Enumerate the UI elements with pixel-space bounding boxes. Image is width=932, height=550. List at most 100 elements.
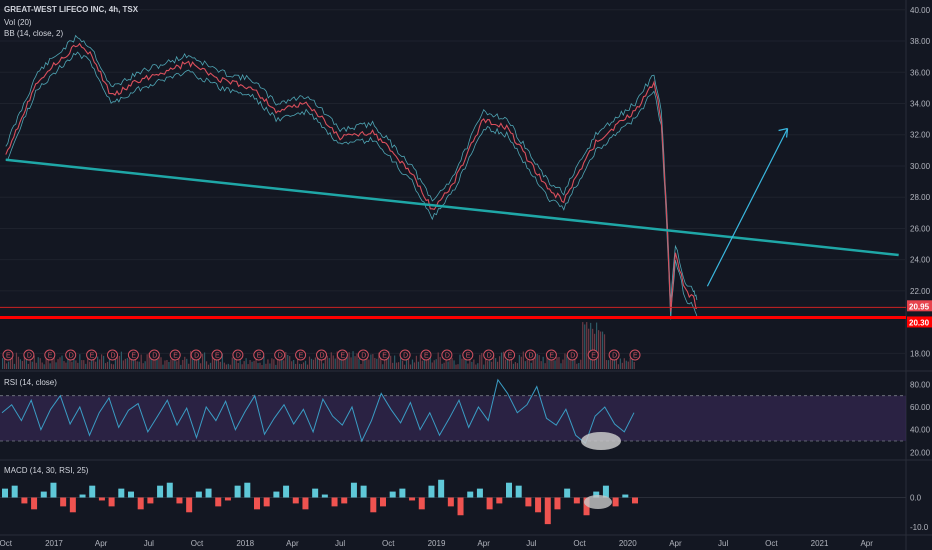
event-marker[interactable] bbox=[169, 349, 181, 361]
macd-histogram-bar bbox=[176, 497, 183, 504]
event-marker[interactable] bbox=[504, 349, 516, 361]
event-marker-label: D bbox=[278, 353, 283, 360]
event-marker[interactable] bbox=[378, 349, 390, 361]
volume-bar bbox=[215, 355, 218, 369]
volume-bar bbox=[217, 352, 220, 369]
macd-histogram-bar bbox=[447, 497, 454, 507]
volume-bar bbox=[394, 355, 396, 369]
trendline bbox=[5, 158, 899, 257]
volume-bar bbox=[299, 363, 301, 369]
volume-bar bbox=[433, 360, 435, 369]
volume-bar bbox=[269, 363, 271, 369]
volume-bar bbox=[293, 359, 295, 369]
time-tick-label: Apr bbox=[95, 539, 108, 548]
event-marker[interactable] bbox=[232, 349, 244, 361]
event-marker[interactable] bbox=[107, 349, 118, 361]
volume-bar bbox=[524, 361, 526, 369]
volume-bar bbox=[154, 352, 156, 369]
event-marker[interactable] bbox=[211, 349, 223, 361]
event-marker[interactable] bbox=[587, 349, 599, 361]
volume-bar bbox=[257, 363, 259, 369]
volume-bar bbox=[532, 352, 534, 369]
event-marker-label: D bbox=[445, 353, 450, 360]
volume-bar bbox=[425, 356, 427, 369]
event-marker[interactable] bbox=[336, 349, 348, 361]
volume-bar bbox=[45, 351, 47, 369]
price-tick-label: 22.00 bbox=[910, 287, 931, 296]
volume-bar bbox=[263, 356, 265, 369]
volume-bar bbox=[106, 361, 109, 369]
volume-bar bbox=[534, 356, 536, 369]
event-marker[interactable] bbox=[525, 349, 536, 361]
volume-bar bbox=[9, 358, 12, 369]
volume-bar bbox=[413, 362, 416, 369]
volume-bar bbox=[506, 351, 509, 369]
volume-bar bbox=[411, 359, 414, 369]
volume-bar bbox=[578, 363, 580, 369]
rsi-band bbox=[0, 395, 906, 441]
volume-bar bbox=[255, 353, 257, 369]
event-marker[interactable] bbox=[44, 349, 56, 361]
macd-histogram-bar bbox=[2, 488, 8, 498]
volume-bar bbox=[83, 360, 85, 369]
event-marker[interactable] bbox=[2, 349, 14, 361]
volume-bar bbox=[259, 362, 261, 369]
volume-bar bbox=[31, 361, 33, 369]
volume-bar bbox=[445, 358, 447, 369]
event-marker[interactable] bbox=[545, 349, 557, 361]
event-marker[interactable] bbox=[65, 349, 77, 361]
volume-bar bbox=[81, 360, 83, 369]
event-marker[interactable] bbox=[357, 349, 369, 361]
event-marker[interactable] bbox=[295, 349, 307, 361]
event-marker[interactable] bbox=[86, 349, 98, 361]
event-marker[interactable] bbox=[274, 349, 286, 361]
price-tick-label: 32.00 bbox=[910, 131, 931, 140]
volume-bar bbox=[558, 357, 560, 369]
volume-bar bbox=[51, 358, 53, 369]
time-tick-label: Oct bbox=[382, 539, 395, 548]
event-marker[interactable] bbox=[483, 349, 495, 361]
projection-arrow bbox=[706, 128, 789, 287]
macd-histogram-bar bbox=[195, 491, 202, 498]
volume-bar bbox=[502, 351, 505, 369]
rsi-line bbox=[1, 378, 635, 445]
symbol-legend: GREAT-WEST LIFECO INC, 4h, TSX bbox=[4, 5, 139, 14]
volume-bar bbox=[25, 355, 27, 369]
volume-bar bbox=[67, 351, 69, 369]
event-marker[interactable] bbox=[629, 349, 641, 361]
macd-histogram-bar bbox=[360, 485, 367, 498]
volume-bar bbox=[85, 363, 87, 369]
event-marker-label: E bbox=[424, 353, 429, 360]
macd-histogram-bar bbox=[205, 488, 212, 498]
time-tick-label: Oct bbox=[765, 539, 778, 548]
event-marker[interactable] bbox=[148, 349, 160, 361]
volume-bar bbox=[91, 352, 93, 369]
event-marker[interactable] bbox=[127, 349, 139, 361]
event-marker[interactable] bbox=[420, 349, 432, 361]
event-marker[interactable] bbox=[608, 349, 620, 361]
macd-histogram-bar bbox=[535, 497, 542, 513]
event-marker[interactable] bbox=[253, 349, 265, 361]
volume-bar bbox=[550, 356, 552, 369]
macd-histogram-bar bbox=[583, 497, 590, 516]
volume-bar bbox=[613, 356, 616, 369]
volume-bar bbox=[120, 351, 122, 369]
volume-bar bbox=[625, 360, 627, 369]
volume-bar bbox=[548, 351, 550, 369]
event-marker[interactable] bbox=[462, 349, 474, 361]
price-tick-label: 18.00 bbox=[910, 349, 931, 358]
macd-histogram-bar bbox=[428, 485, 435, 498]
event-marker[interactable] bbox=[441, 349, 453, 361]
event-marker[interactable] bbox=[399, 349, 411, 361]
event-marker[interactable] bbox=[23, 349, 35, 361]
volume-bar bbox=[69, 358, 71, 369]
event-marker[interactable] bbox=[566, 349, 578, 361]
event-marker[interactable] bbox=[316, 349, 327, 361]
volume-bar bbox=[144, 361, 146, 369]
event-marker[interactable] bbox=[190, 349, 202, 361]
volume-bar bbox=[546, 355, 548, 369]
volume-bar bbox=[451, 357, 453, 369]
macd-highlight-ellipse bbox=[584, 495, 612, 509]
event-marker-label: E bbox=[48, 353, 53, 360]
